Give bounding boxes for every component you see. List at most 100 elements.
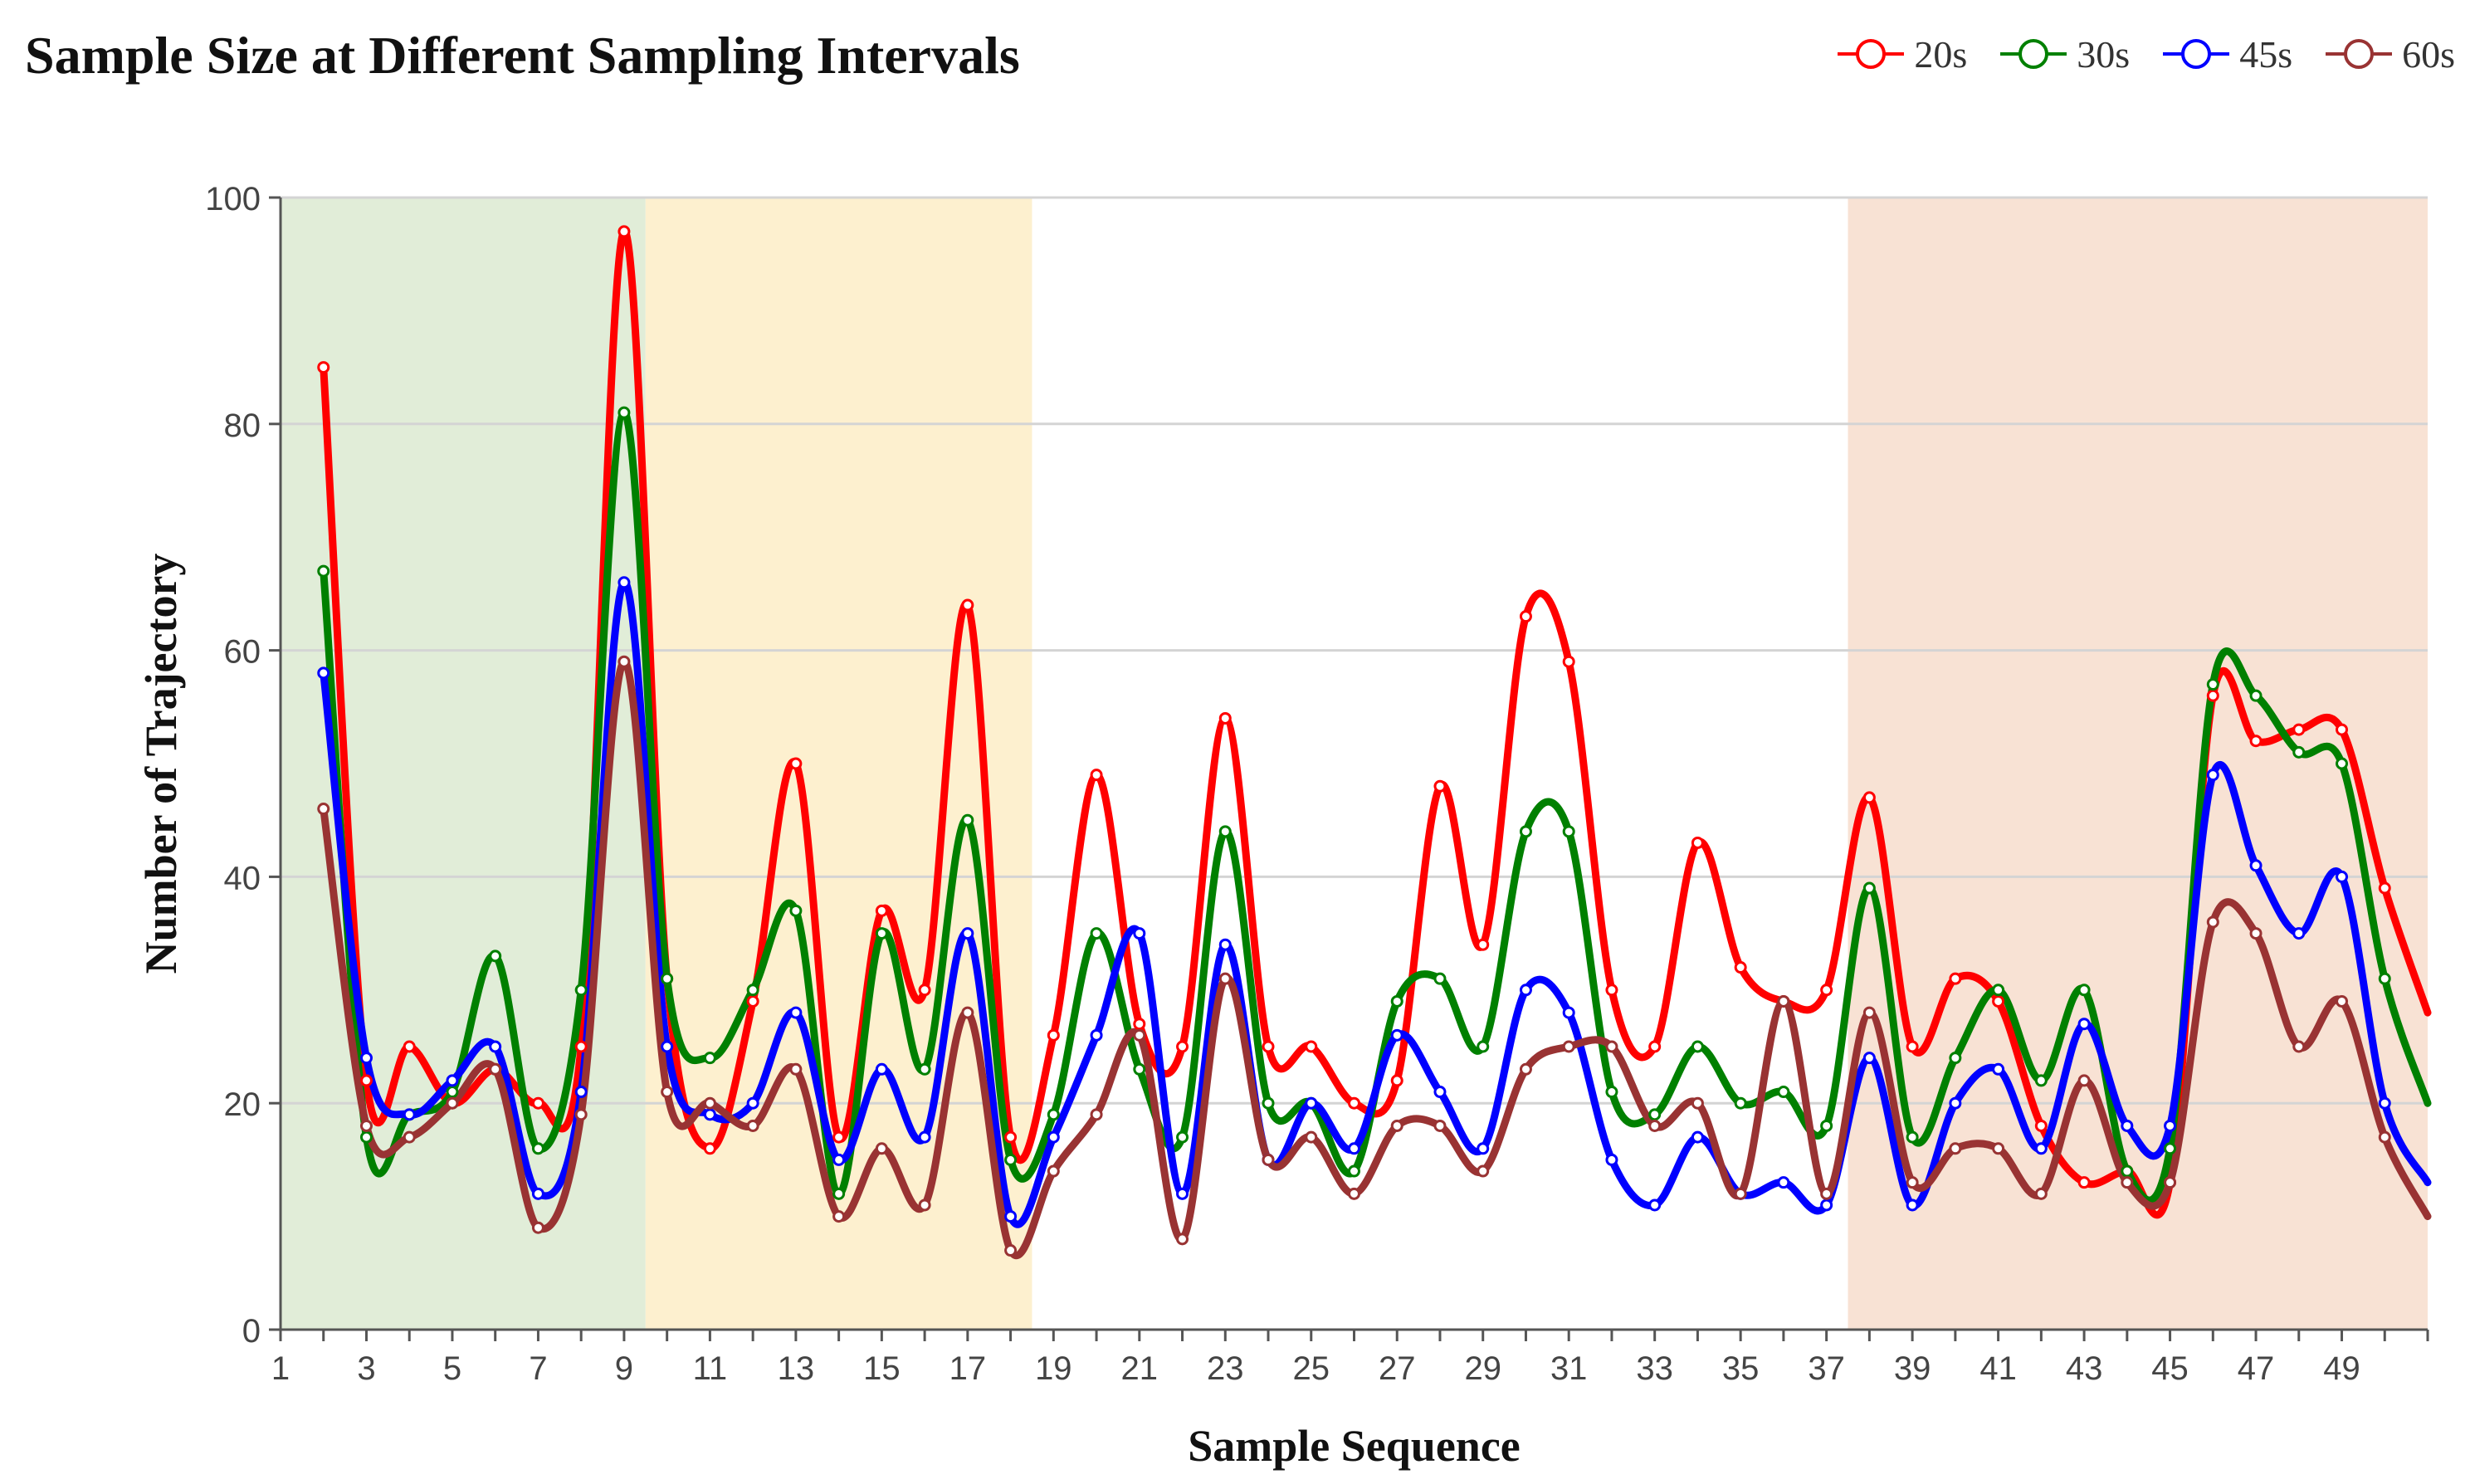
point-45s-27 xyxy=(1390,1028,1403,1042)
legend-marker-60s xyxy=(2326,39,2393,69)
point-60s-35 xyxy=(1734,1187,1747,1200)
point-45s-50 xyxy=(2378,1096,2391,1110)
point-45s-44 xyxy=(2121,1119,2134,1132)
point-45s-38 xyxy=(1862,1052,1876,1065)
y-tick-label-100: 100 xyxy=(205,181,261,217)
point-45s-22 xyxy=(1176,1187,1189,1200)
point-30s-32 xyxy=(1605,1086,1618,1099)
point-45s-36 xyxy=(1777,1176,1790,1189)
point-45s-18 xyxy=(1004,1210,1018,1223)
point-60s-31 xyxy=(1562,1040,1575,1053)
point-45s-39 xyxy=(1906,1198,1919,1212)
point-60s-36 xyxy=(1777,994,1790,1008)
point-20s-20 xyxy=(1090,769,1103,782)
point-30s-19 xyxy=(1047,1108,1060,1121)
point-60s-41 xyxy=(1992,1142,2005,1155)
x-tick-label-7: 7 xyxy=(529,1350,547,1387)
point-30s-24 xyxy=(1262,1096,1275,1110)
point-45s-4 xyxy=(403,1108,416,1121)
point-30s-20 xyxy=(1090,927,1103,940)
point-30s-10 xyxy=(661,972,674,985)
x-tick-label-29: 29 xyxy=(1464,1350,1501,1387)
point-20s-19 xyxy=(1047,1028,1060,1042)
point-60s-49 xyxy=(2336,994,2349,1008)
point-45s-31 xyxy=(1562,1006,1575,1019)
point-60s-46 xyxy=(2206,915,2219,929)
point-20s-7 xyxy=(531,1096,544,1110)
point-45s-23 xyxy=(1218,938,1232,951)
point-45s-48 xyxy=(2292,927,2306,940)
point-60s-5 xyxy=(446,1096,459,1110)
point-20s-30 xyxy=(1519,610,1532,623)
point-30s-27 xyxy=(1390,994,1403,1008)
point-30s-40 xyxy=(1949,1052,1962,1065)
point-60s-12 xyxy=(746,1119,759,1132)
point-45s-3 xyxy=(359,1052,373,1065)
point-60s-39 xyxy=(1906,1176,1919,1189)
x-tick-label-5: 5 xyxy=(443,1350,461,1387)
point-30s-31 xyxy=(1562,825,1575,838)
point-60s-27 xyxy=(1390,1119,1403,1132)
point-60s-20 xyxy=(1090,1108,1103,1121)
point-45s-21 xyxy=(1133,927,1146,940)
legend-label-45s: 45s xyxy=(2239,32,2293,76)
x-tick-label-45: 45 xyxy=(2151,1350,2189,1387)
point-20s-37 xyxy=(1820,984,1833,997)
point-45s-41 xyxy=(1992,1062,2005,1076)
point-20s-38 xyxy=(1862,791,1876,804)
point-30s-23 xyxy=(1218,825,1232,838)
point-30s-12 xyxy=(746,984,759,997)
point-30s-2 xyxy=(317,564,330,578)
point-45s-37 xyxy=(1820,1198,1833,1212)
point-20s-17 xyxy=(961,598,974,612)
point-45s-15 xyxy=(875,1062,888,1076)
point-45s-46 xyxy=(2206,769,2219,782)
x-tick-label-19: 19 xyxy=(1035,1350,1072,1387)
point-20s-32 xyxy=(1605,984,1618,997)
point-60s-47 xyxy=(2249,927,2263,940)
point-60s-30 xyxy=(1519,1062,1532,1076)
legend-item-30s[interactable]: 30s xyxy=(2000,32,2130,76)
chart-title: Sample Size at Different Sampling Interv… xyxy=(25,26,1020,85)
x-tick-label-39: 39 xyxy=(1894,1350,1931,1387)
point-30s-22 xyxy=(1176,1130,1189,1144)
point-45s-6 xyxy=(489,1040,502,1053)
point-60s-28 xyxy=(1433,1119,1447,1132)
point-60s-19 xyxy=(1047,1164,1060,1178)
x-tick-label-41: 41 xyxy=(1979,1350,2017,1387)
point-30s-49 xyxy=(2336,757,2349,770)
point-30s-43 xyxy=(2077,984,2091,997)
point-30s-29 xyxy=(1477,1040,1490,1053)
point-20s-39 xyxy=(1906,1040,1919,1053)
point-60s-45 xyxy=(2164,1176,2177,1189)
legend-item-60s[interactable]: 60s xyxy=(2326,32,2455,76)
point-60s-7 xyxy=(531,1221,544,1234)
y-axis-label: Number of Trajectory xyxy=(136,554,186,974)
x-tick-label-1: 1 xyxy=(271,1350,290,1387)
point-45s-29 xyxy=(1477,1142,1490,1155)
point-20s-3 xyxy=(359,1074,373,1087)
point-45s-12 xyxy=(746,1096,759,1110)
point-30s-7 xyxy=(531,1142,544,1155)
y-tick-label-40: 40 xyxy=(224,860,261,896)
legend-label-60s: 60s xyxy=(2402,32,2455,76)
point-20s-24 xyxy=(1262,1040,1275,1053)
point-20s-8 xyxy=(574,1040,588,1053)
legend-marker-20s xyxy=(1838,39,1905,69)
point-30s-48 xyxy=(2292,745,2306,759)
point-45s-11 xyxy=(703,1108,716,1121)
legend-item-20s[interactable]: 20s xyxy=(1838,32,1967,76)
point-45s-2 xyxy=(317,666,330,680)
point-20s-13 xyxy=(789,757,803,770)
point-60s-33 xyxy=(1648,1119,1662,1132)
point-30s-8 xyxy=(574,984,588,997)
point-30s-15 xyxy=(875,927,888,940)
x-tick-label-49: 49 xyxy=(2323,1350,2360,1387)
legend-marker-45s xyxy=(2163,39,2230,69)
point-20s-27 xyxy=(1390,1074,1403,1087)
point-45s-9 xyxy=(618,576,631,589)
point-20s-12 xyxy=(746,994,759,1008)
legend-item-45s[interactable]: 45s xyxy=(2163,32,2292,76)
point-30s-3 xyxy=(359,1130,373,1144)
point-30s-16 xyxy=(918,1062,931,1076)
